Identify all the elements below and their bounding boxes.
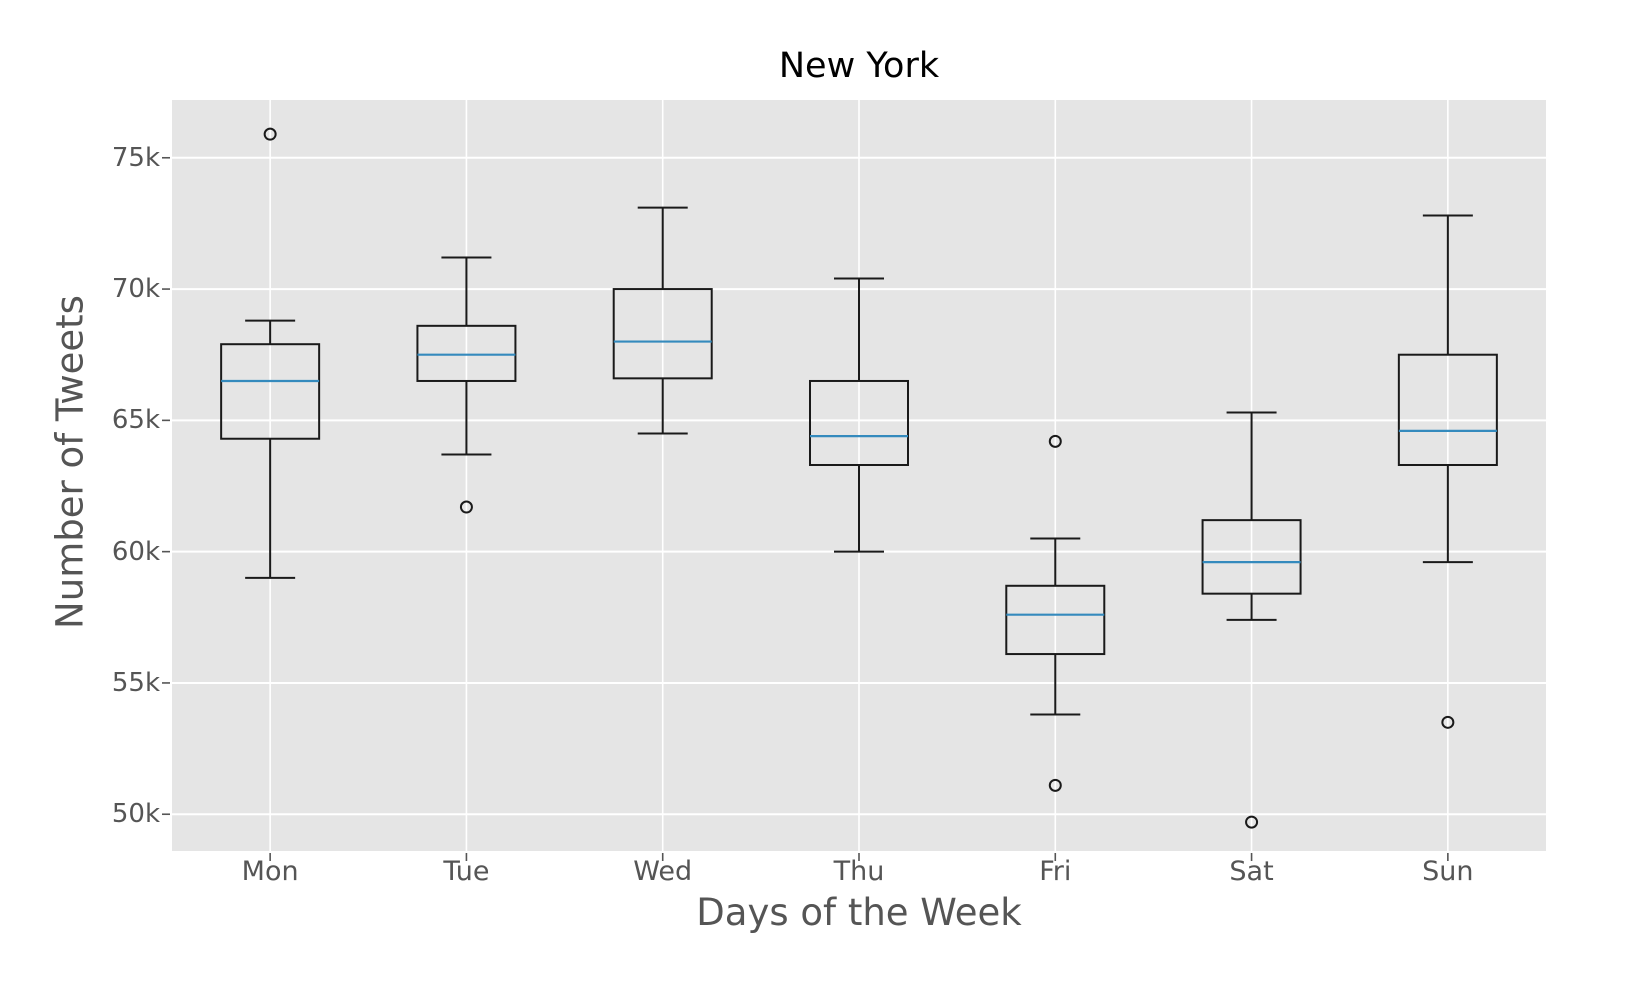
iqr-box (220, 343, 321, 440)
box-mon (220, 127, 321, 579)
box-fri (1005, 434, 1106, 792)
y-tick-label: 65k (111, 405, 160, 436)
box-sun (1397, 214, 1498, 729)
y-tick-label: 50k (111, 799, 160, 830)
x-tick-label: Wed (633, 856, 693, 887)
x-tick-label: Sun (1422, 856, 1474, 887)
outlier-point (1245, 815, 1259, 829)
outlier-point (263, 127, 277, 141)
box-thu (809, 277, 909, 553)
y-tick-label: 75k (111, 142, 160, 173)
y-tick-label: 70k (111, 274, 160, 305)
x-tick-label: Mon (241, 856, 299, 887)
outlier-point (459, 500, 473, 514)
iqr-box (1201, 519, 1302, 595)
box-sat (1201, 411, 1302, 829)
x-tick-label: Tue (443, 856, 490, 887)
iqr-box (1005, 584, 1106, 656)
x-axis-label: Days of the Week (696, 891, 1022, 934)
outlier-point (1048, 434, 1062, 448)
iqr-box (416, 324, 517, 382)
box-wed (612, 206, 713, 435)
iqr-box (612, 288, 713, 380)
x-tick-label: Sat (1229, 856, 1274, 887)
y-tick-label: 55k (111, 667, 160, 698)
x-tick-label: Fri (1039, 856, 1072, 887)
iqr-box (1397, 353, 1498, 466)
iqr-box (809, 379, 909, 466)
y-axis-label: Number of Tweets (48, 295, 92, 629)
box-tue (416, 256, 517, 514)
x-tick-label: Thu (833, 856, 885, 887)
y-tick-label: 60k (111, 536, 160, 567)
chart-title: New York (778, 46, 940, 86)
outlier-point (1441, 715, 1455, 729)
outlier-point (1048, 778, 1062, 792)
